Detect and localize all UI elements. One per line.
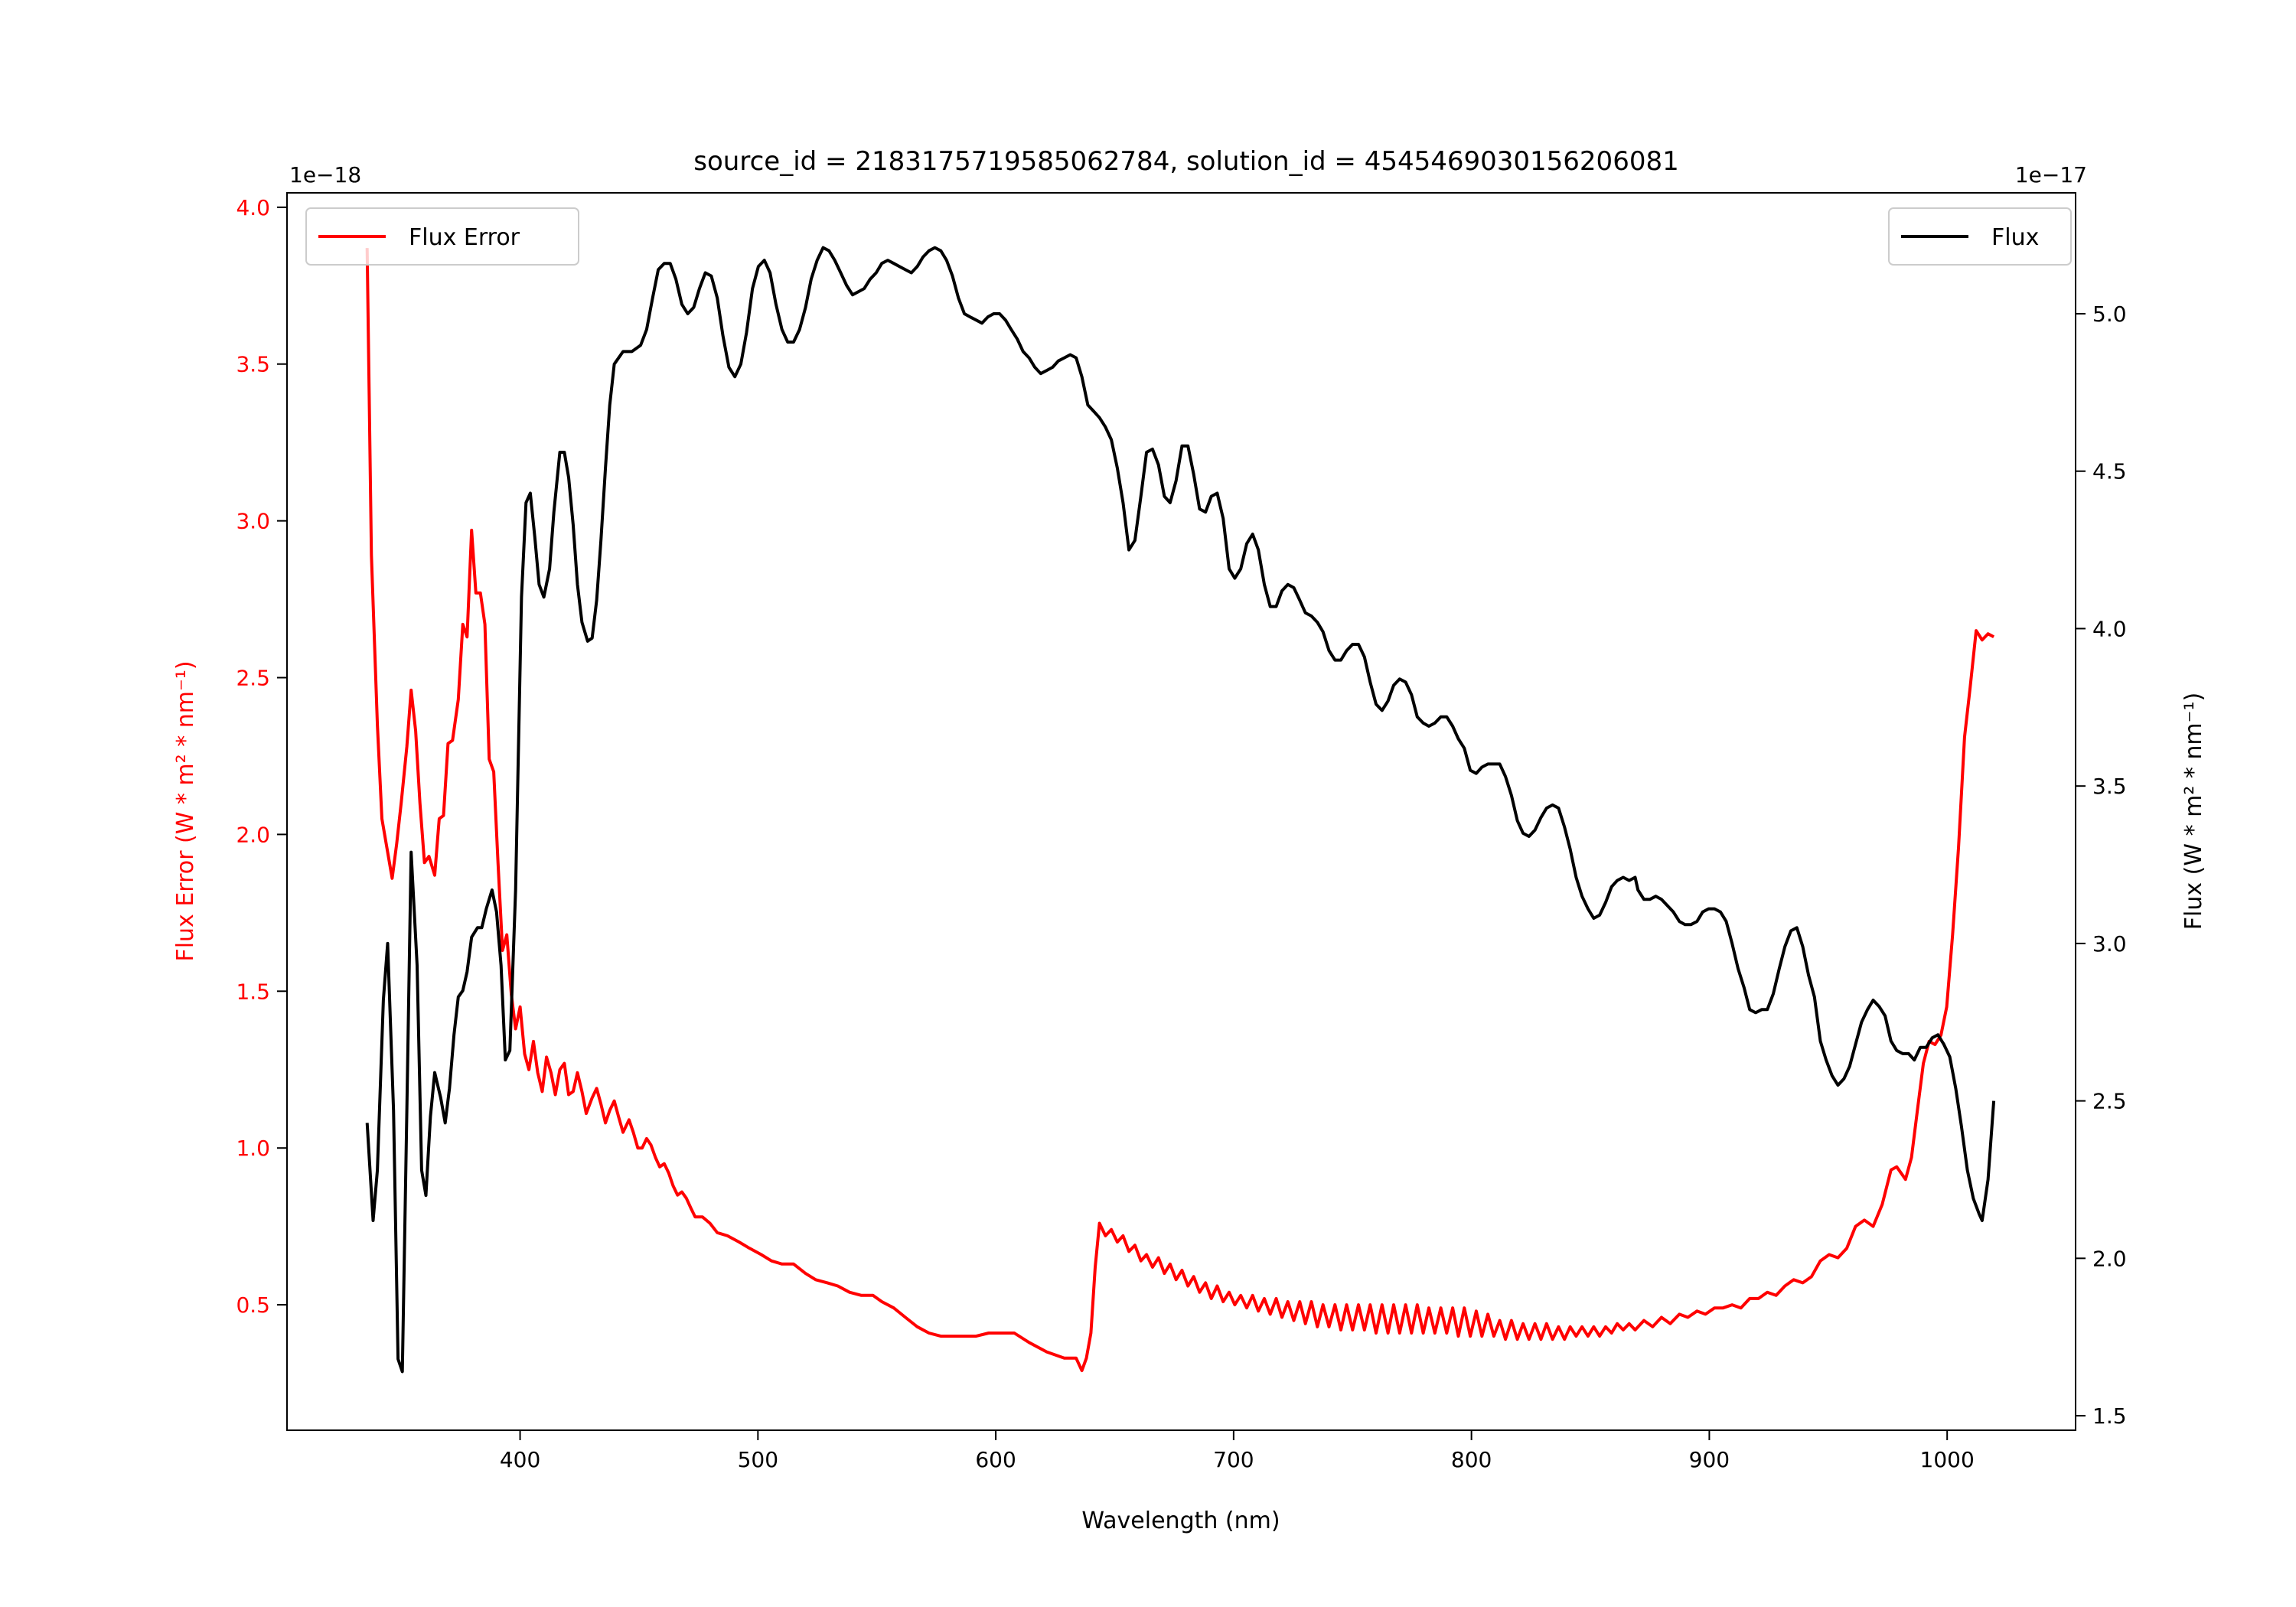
- x-axis: 400 500 600 700 800 900 1000: [500, 1430, 1975, 1472]
- left-y-tick-label: 4.0: [236, 195, 270, 220]
- legend-flux-error: Flux Error: [305, 207, 579, 266]
- x-tick-label: 900: [1689, 1447, 1730, 1472]
- x-tick-label: 1000: [1920, 1447, 1975, 1472]
- right-y-tick-label: 4.5: [2092, 459, 2127, 484]
- right-y-axis: 1.5 2.0 2.5 3.0 3.5 4.0 4.5 5.0: [2076, 302, 2127, 1429]
- left-y-tick-label: 2.0: [236, 822, 270, 847]
- left-y-tick-label: 0.5: [236, 1292, 270, 1318]
- right-y-tick-label: 4.0: [2092, 616, 2127, 641]
- left-y-tick-label: 3.5: [236, 352, 270, 377]
- legend-label-flux-error: Flux Error: [409, 224, 520, 251]
- x-tick-label: 600: [975, 1447, 1016, 1472]
- legend-label-flux: Flux: [1991, 224, 2039, 251]
- legend-box: [305, 207, 579, 266]
- right-y-tick-label: 5.0: [2092, 302, 2127, 327]
- right-y-tick-label: 2.5: [2092, 1089, 2127, 1114]
- left-y-tick-label: 3.0: [236, 509, 270, 534]
- left-y-tick-label: 1.5: [236, 979, 270, 1004]
- flux-error-line: [365, 248, 1995, 1373]
- legend-flux: Flux: [1888, 207, 2072, 266]
- left-y-axis: 0.5 1.0 1.5 2.0 2.5 3.0 3.5 4.0: [236, 195, 287, 1318]
- right-y-tick-label: 3.0: [2092, 931, 2127, 957]
- right-offset-text: 1e−17: [2015, 162, 2087, 187]
- right-y-axis-label: Flux (W * m² * nm⁻¹): [2180, 693, 2207, 930]
- plot-area: [365, 246, 1996, 1374]
- legend-box: [1888, 207, 2072, 266]
- x-tick-label: 700: [1213, 1447, 1254, 1472]
- left-offset-text: 1e−18: [289, 162, 361, 187]
- left-y-tick-label: 2.5: [236, 666, 270, 691]
- right-y-tick-label: 3.5: [2092, 774, 2127, 799]
- flux-line: [365, 246, 1996, 1374]
- left-y-tick-label: 1.0: [236, 1136, 270, 1161]
- right-y-tick-label: 2.0: [2092, 1246, 2127, 1271]
- axes-frame: [286, 192, 2076, 1431]
- x-axis-label: Wavelength (nm): [1081, 1508, 1280, 1534]
- x-tick-label: 400: [500, 1447, 540, 1472]
- chart-title: source_id = 2183175719585062784, solutio…: [693, 146, 1678, 177]
- x-tick-label: 800: [1451, 1447, 1492, 1472]
- x-tick-label: 500: [738, 1447, 778, 1472]
- left-y-axis-label: Flux Error (W * m² * nm⁻¹): [172, 660, 199, 961]
- right-y-tick-label: 1.5: [2092, 1403, 2127, 1429]
